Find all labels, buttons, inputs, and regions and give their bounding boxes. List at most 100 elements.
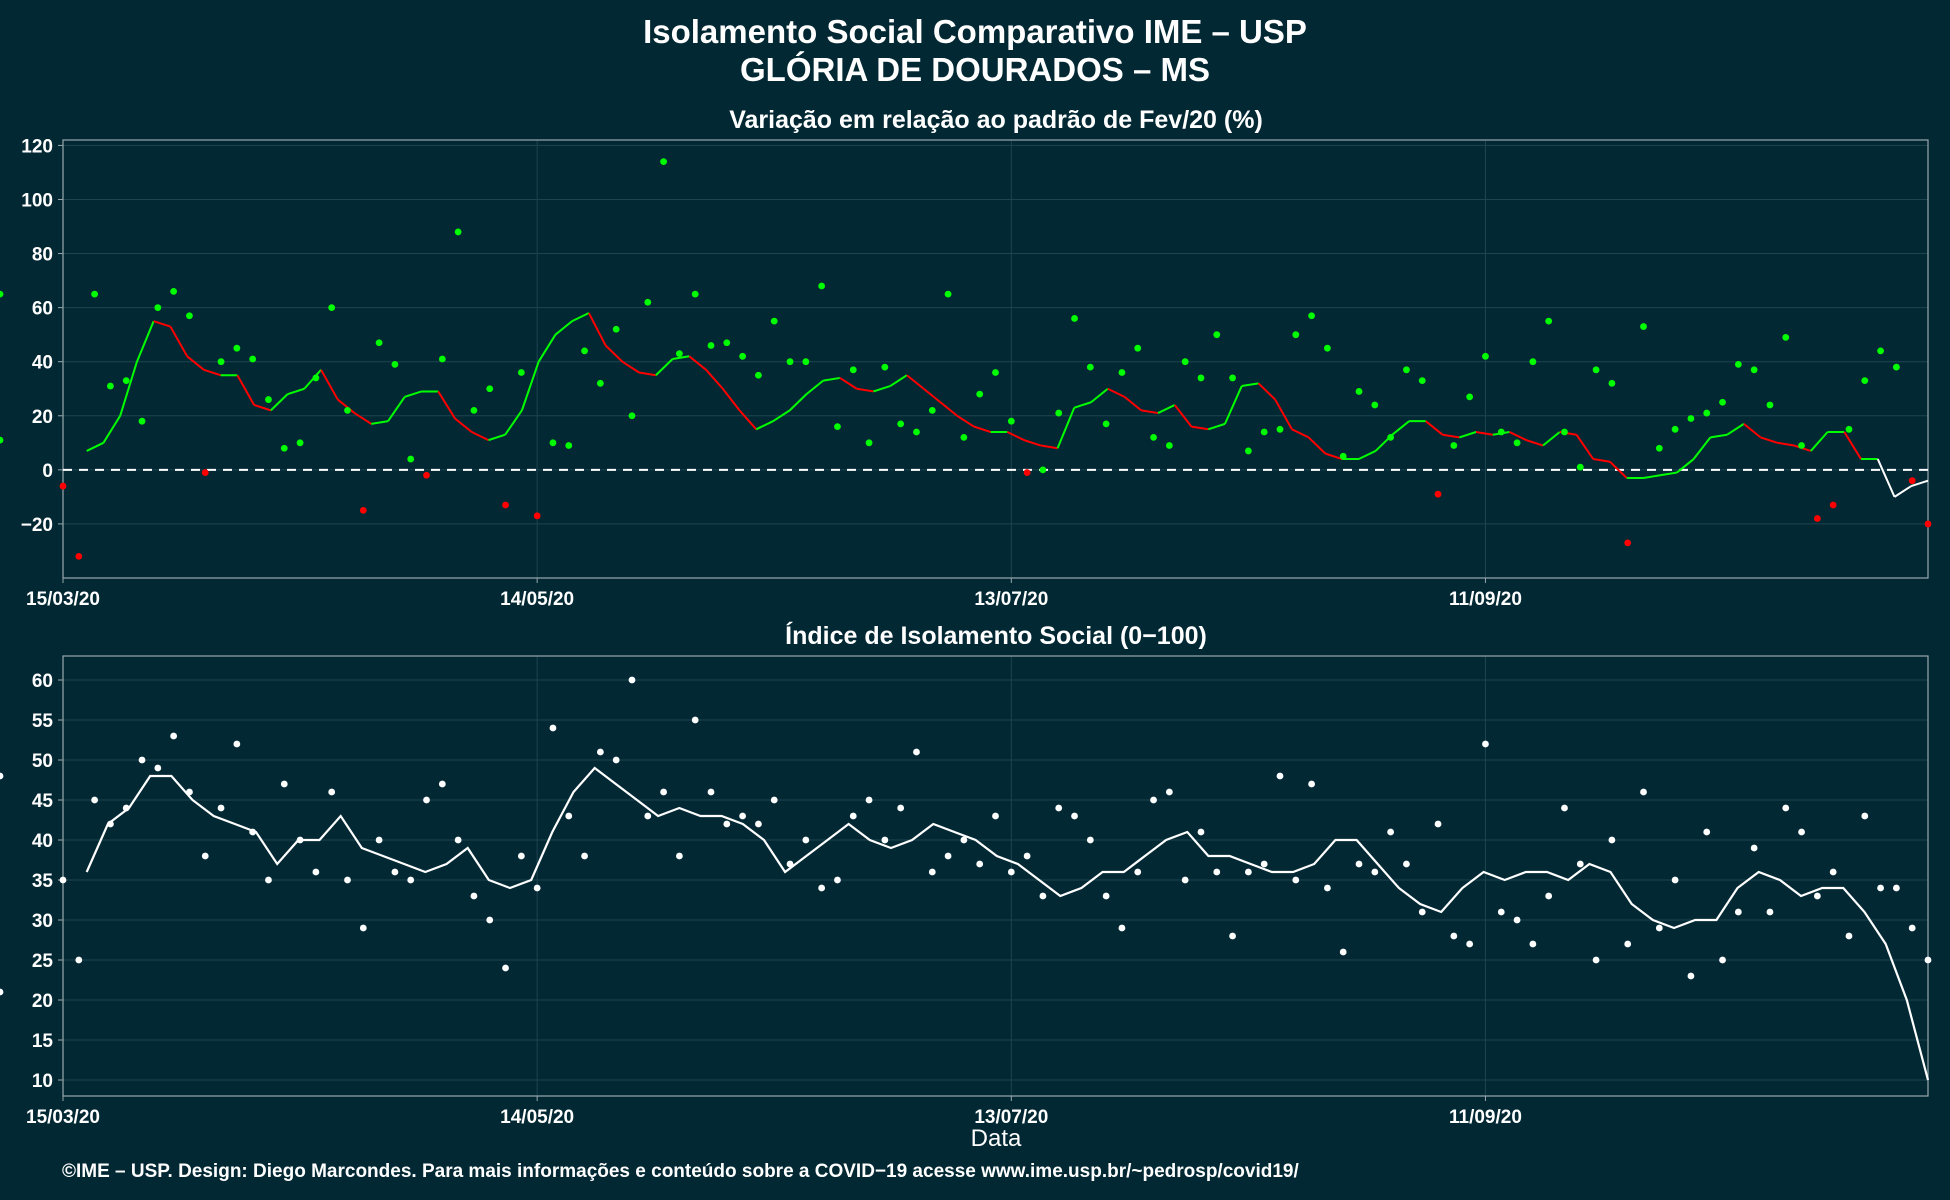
data-point <box>296 836 304 844</box>
data-point <box>1418 908 1426 916</box>
series-moving-average-segment <box>672 355 690 360</box>
data-point <box>1576 860 1584 868</box>
data-point <box>122 377 130 385</box>
data-point <box>786 358 794 366</box>
data-point <box>1829 868 1837 876</box>
data-point <box>1497 908 1505 916</box>
series-moving-average-segment <box>1425 420 1444 436</box>
data-point <box>581 347 588 355</box>
data-point <box>1892 884 1900 892</box>
y-tick-label: 50 <box>32 751 53 772</box>
data-point <box>1750 844 1758 852</box>
data-point <box>533 512 541 520</box>
data-point <box>1719 956 1726 964</box>
data-point <box>818 282 826 290</box>
data-point <box>1608 379 1616 387</box>
data-point <box>1561 804 1568 812</box>
data-point <box>723 339 731 347</box>
data-point <box>1007 417 1015 425</box>
series-moving-average-segment <box>437 390 456 420</box>
data-point <box>1387 434 1395 441</box>
data-point <box>1513 916 1521 924</box>
data-point <box>312 868 320 876</box>
data-point <box>1798 442 1805 449</box>
data-point <box>59 876 67 884</box>
footer-credits: ©IME – USP. Design: Diego Marcondes. Par… <box>62 1161 1299 1182</box>
series-moving-average-segment <box>537 334 557 363</box>
y-tick-label: 120 <box>21 136 53 157</box>
x-tick-label: 14/05/20 <box>500 1107 574 1128</box>
data-point <box>1339 948 1347 956</box>
data-point <box>612 325 620 333</box>
data-point <box>91 796 99 804</box>
data-point <box>233 740 241 748</box>
series-moving-average-line <box>85 766 1930 1081</box>
data-point <box>280 444 288 452</box>
data-point <box>454 228 462 236</box>
data-point <box>454 836 462 844</box>
series-moving-average-segment <box>1575 434 1595 460</box>
data-point <box>1055 804 1063 812</box>
series-moving-average-segment <box>1141 409 1159 415</box>
data-point <box>1260 860 1268 868</box>
series-moving-average-segment <box>203 368 221 377</box>
data-point <box>1655 924 1663 932</box>
data-point <box>565 812 573 820</box>
data-point <box>770 796 778 804</box>
data-point <box>1229 932 1236 940</box>
series-moving-average-segment <box>371 420 389 425</box>
data-point <box>1576 463 1584 471</box>
data-point <box>1908 477 1916 485</box>
x-tick-label: 11/09/20 <box>1449 1107 1522 1128</box>
panel1-title: Variação em relação ao padrão de Fev/20 … <box>729 106 1263 134</box>
series-moving-average-segment <box>956 414 975 428</box>
data-point <box>328 304 336 312</box>
series-moving-average-segment <box>1358 450 1377 460</box>
data-point <box>1624 940 1632 948</box>
data-point <box>1355 388 1363 395</box>
data-point <box>1434 490 1442 498</box>
data-point <box>265 396 272 403</box>
series-moving-average-segment <box>1224 385 1243 425</box>
data-point <box>1545 892 1553 900</box>
data-point <box>802 358 810 366</box>
series-moving-average-segment <box>1542 431 1561 447</box>
series-moving-average-segment <box>1475 431 1493 436</box>
series-moving-average-segment <box>1207 422 1226 431</box>
data-point <box>359 507 367 514</box>
data-point <box>249 355 257 363</box>
series-moving-average-segment <box>454 417 473 433</box>
data-point <box>1640 323 1647 330</box>
data-point <box>359 924 367 932</box>
data-point <box>739 352 747 360</box>
data-point <box>723 820 731 828</box>
data-point <box>1229 374 1236 382</box>
data-point <box>486 916 494 924</box>
data-point <box>660 788 667 796</box>
series-moving-average-segment <box>1876 458 1896 498</box>
data-point <box>1276 772 1284 780</box>
series-moving-average-segment <box>805 379 824 395</box>
data-point <box>1403 860 1410 868</box>
data-point <box>1118 369 1126 376</box>
data-point <box>1023 852 1031 860</box>
series-moving-average-segment <box>1074 401 1092 409</box>
data-point <box>1387 828 1395 836</box>
data-point <box>628 412 636 420</box>
data-point <box>138 756 146 764</box>
data-point <box>1308 780 1316 788</box>
series-moving-average-segment <box>1173 404 1193 428</box>
series-moving-average-segment <box>772 409 791 423</box>
data-point <box>1039 466 1047 474</box>
data-point <box>944 852 952 860</box>
series-moving-average-segment <box>604 344 624 363</box>
data-point <box>596 379 604 387</box>
data-point <box>1023 469 1031 476</box>
series-moving-average-segment <box>839 377 858 390</box>
data-point <box>154 304 162 312</box>
data-point <box>1924 520 1932 528</box>
series-moving-average-segment <box>1810 431 1829 452</box>
series-moving-average-segment <box>1123 396 1142 412</box>
series-moving-average-segment <box>1525 439 1544 447</box>
data-point <box>1734 908 1742 916</box>
